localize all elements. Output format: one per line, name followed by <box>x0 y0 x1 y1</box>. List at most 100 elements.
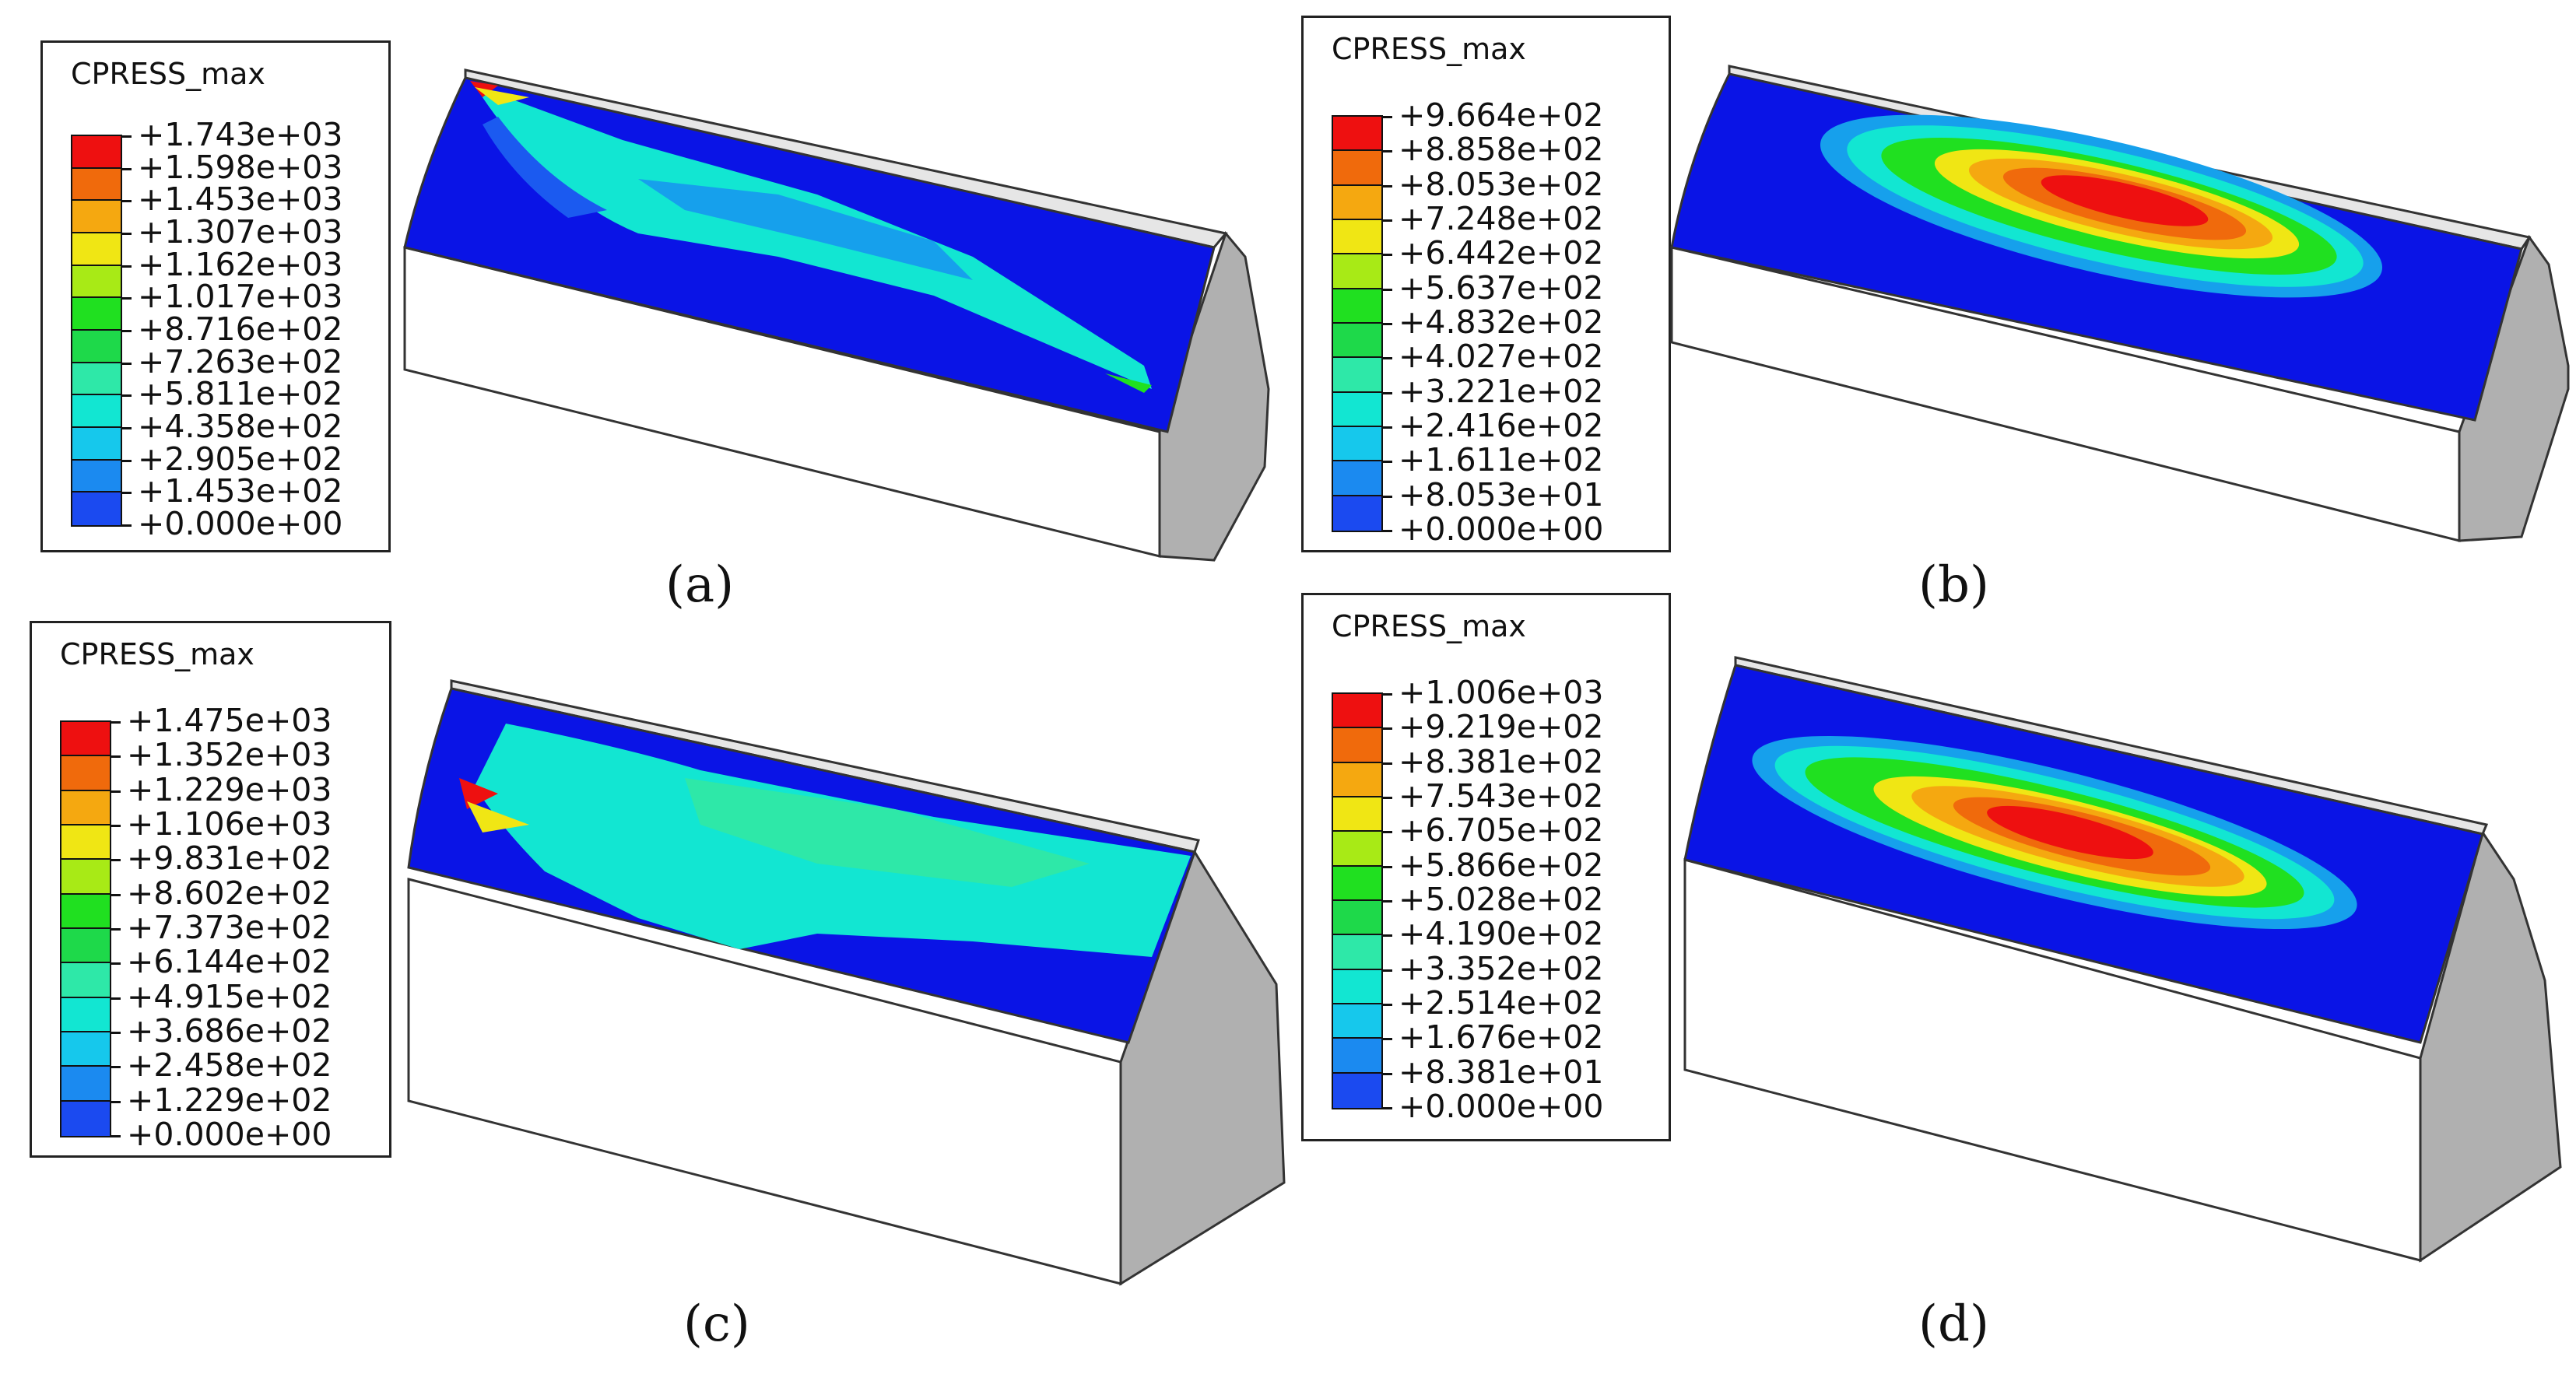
legend-tick <box>1381 865 1392 868</box>
legend-value: +3.221e+02 <box>1399 372 1604 410</box>
legend-a: CPRESS_max +1.743e+03 +1.598e+03 +1.453e+0… <box>40 40 391 552</box>
legend-value: +7.373e+02 <box>127 909 332 946</box>
legend-tick <box>121 492 132 495</box>
color-band <box>1333 219 1381 255</box>
legend-value: +1.453e+02 <box>138 472 343 510</box>
legend-tick <box>110 1066 121 1069</box>
legend-value: +6.705e+02 <box>1399 811 1604 850</box>
legend-tick <box>1381 323 1392 325</box>
legend-value: +1.017e+03 <box>138 278 343 316</box>
legend-tick <box>1381 762 1392 765</box>
legend-value: +9.219e+02 <box>1399 708 1604 746</box>
legend-tick <box>121 362 132 365</box>
legend-c: CPRESS_max +1.475e+03 +1.352e+03 +1.229e+0… <box>30 621 391 1158</box>
legend-value: +2.514e+02 <box>1399 984 1604 1022</box>
legend-tick <box>110 1032 121 1034</box>
legend-tick <box>110 1135 121 1137</box>
legend-value: +8.381e+01 <box>1399 1053 1604 1091</box>
legend-tick <box>121 135 132 138</box>
legend-value: +2.416e+02 <box>1399 407 1604 444</box>
legend-tick <box>1381 530 1392 532</box>
legend-tick <box>1381 1107 1392 1109</box>
legend-tick <box>1381 900 1392 903</box>
legend-value: +4.190e+02 <box>1399 915 1604 953</box>
legend-value: +9.664e+02 <box>1399 96 1604 134</box>
legend-tick <box>1381 426 1392 429</box>
legend-value: +1.475e+03 <box>127 702 332 739</box>
legend-tick <box>121 200 132 203</box>
color-band <box>1333 832 1381 867</box>
legend-value: +0.000e+00 <box>1399 510 1604 548</box>
legend-value: +8.858e+02 <box>1399 131 1604 169</box>
legend-value: +2.458e+02 <box>127 1046 332 1085</box>
color-band <box>1333 461 1381 496</box>
color-band <box>61 1101 110 1136</box>
legend-value: +9.831e+02 <box>127 839 332 878</box>
legend-tick <box>1381 150 1392 153</box>
color-bar <box>60 720 111 1137</box>
legend-value: +8.053e+01 <box>1399 475 1604 513</box>
legend-tick <box>1381 797 1392 799</box>
color-band <box>61 928 110 964</box>
legend-tick <box>110 928 121 931</box>
color-band <box>61 894 110 929</box>
legend-tick <box>1381 116 1392 118</box>
legend-tick <box>1381 288 1392 291</box>
legend-tick <box>110 825 121 827</box>
legend-tick <box>110 790 121 793</box>
legend-tick <box>1381 1072 1392 1075</box>
legend-tick <box>1381 254 1392 257</box>
legend-tick <box>110 1100 121 1103</box>
legend-tick <box>1381 219 1392 222</box>
legend-value: +1.229e+02 <box>127 1081 332 1119</box>
color-band <box>61 790 110 825</box>
legend-title: CPRESS_max <box>60 637 254 671</box>
legend-tick <box>1381 495 1392 498</box>
color-band <box>61 825 110 860</box>
legend-title: CPRESS_max <box>71 57 265 91</box>
color-band <box>1333 935 1381 970</box>
color-band <box>72 492 121 525</box>
legend-value: +7.543e+02 <box>1399 777 1604 815</box>
legend-tick <box>121 427 132 429</box>
color-band <box>1333 797 1381 832</box>
color-band <box>61 1032 110 1067</box>
color-band <box>1333 1073 1381 1108</box>
legend-tick <box>121 233 132 235</box>
legend-tick <box>110 755 121 759</box>
color-band <box>72 460 121 493</box>
legend-tick <box>1381 1004 1392 1006</box>
color-band <box>72 427 121 461</box>
legend-value: +1.598e+03 <box>138 148 343 186</box>
color-band <box>61 722 110 757</box>
color-bar <box>1332 692 1383 1109</box>
legend-value: +6.442e+02 <box>1399 234 1604 272</box>
legend-tick <box>121 167 132 170</box>
legend-tick <box>121 524 132 527</box>
legend-value: +8.053e+02 <box>1399 165 1604 203</box>
legend-value: +3.352e+02 <box>1399 949 1604 987</box>
legend-value: +7.248e+02 <box>1399 200 1604 237</box>
legend-value: +1.307e+03 <box>138 213 343 251</box>
color-band <box>1333 323 1381 359</box>
color-band <box>72 395 121 428</box>
legend-tick <box>1381 461 1392 464</box>
color-band <box>1333 254 1381 289</box>
caption-c: (c) <box>683 1295 750 1353</box>
legend-title: CPRESS_max <box>1332 609 1526 643</box>
legend-tick <box>121 265 132 268</box>
color-band <box>1333 289 1381 324</box>
legend-value: +4.358e+02 <box>138 408 343 445</box>
legend-value: +4.832e+02 <box>1399 303 1604 341</box>
color-band <box>1333 496 1381 531</box>
legend-value: +7.263e+02 <box>138 342 343 380</box>
legend-tick <box>1381 693 1392 696</box>
legend-value: +0.000e+00 <box>127 1116 332 1153</box>
legend-value: +8.602e+02 <box>127 874 332 912</box>
color-band <box>72 201 121 233</box>
color-band <box>1333 694 1381 729</box>
color-band <box>1333 1004 1381 1039</box>
legend-value: +5.811e+02 <box>138 375 343 413</box>
